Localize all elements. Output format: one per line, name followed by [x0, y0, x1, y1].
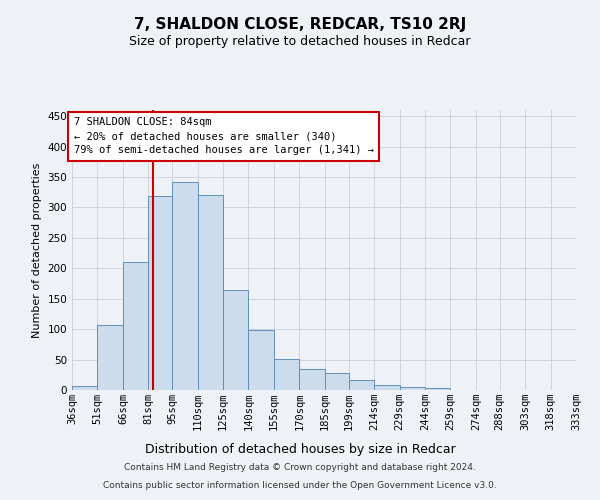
Bar — [172, 182, 197, 390]
Bar — [425, 388, 451, 390]
Text: Contains public sector information licensed under the Open Government Licence v3: Contains public sector information licen… — [103, 481, 497, 490]
Bar — [349, 380, 374, 390]
Text: Size of property relative to detached houses in Redcar: Size of property relative to detached ho… — [129, 35, 471, 48]
Bar — [223, 290, 248, 390]
Text: 7 SHALDON CLOSE: 84sqm
← 20% of detached houses are smaller (340)
79% of semi-de: 7 SHALDON CLOSE: 84sqm ← 20% of detached… — [74, 118, 374, 156]
Bar — [197, 195, 223, 390]
Bar — [148, 196, 172, 390]
Text: Contains HM Land Registry data © Crown copyright and database right 2024.: Contains HM Land Registry data © Crown c… — [124, 464, 476, 472]
Bar — [400, 387, 425, 390]
Bar — [72, 386, 97, 390]
Bar — [325, 373, 349, 390]
Text: 7, SHALDON CLOSE, REDCAR, TS10 2RJ: 7, SHALDON CLOSE, REDCAR, TS10 2RJ — [134, 18, 466, 32]
Bar — [374, 384, 400, 390]
Bar — [299, 368, 325, 390]
Bar — [274, 359, 299, 390]
Bar — [123, 262, 148, 390]
Text: Distribution of detached houses by size in Redcar: Distribution of detached houses by size … — [145, 442, 455, 456]
Y-axis label: Number of detached properties: Number of detached properties — [32, 162, 42, 338]
Bar — [248, 330, 274, 390]
Bar — [97, 325, 123, 390]
